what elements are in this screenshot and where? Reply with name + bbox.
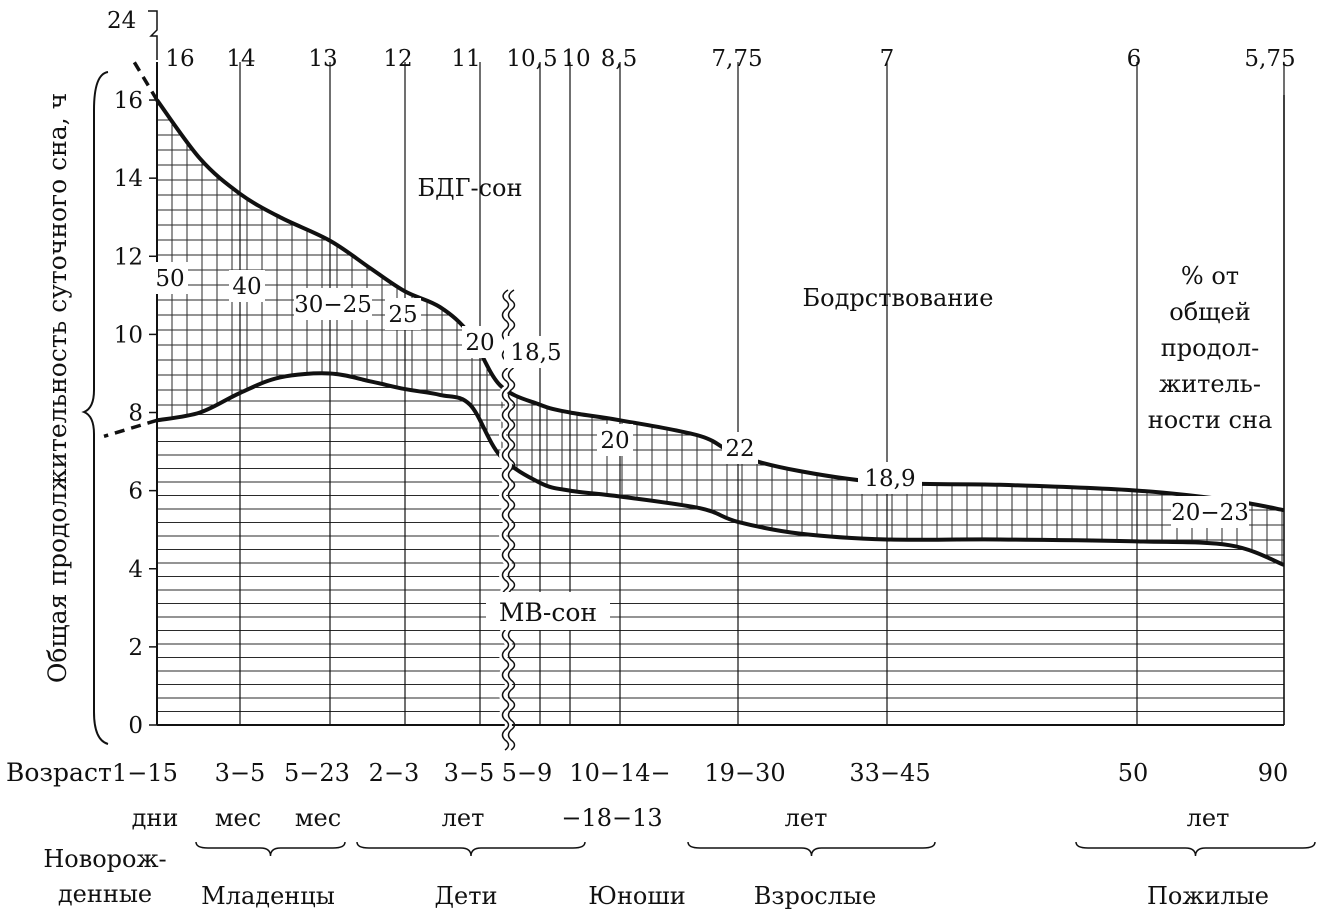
x-unit-label: лет [785,804,828,832]
x-category-label: 3−5 [215,759,266,787]
y-tick-label: 0 [128,713,143,739]
y-tick-label: 12 [114,244,143,270]
y-axis-brace [81,71,109,745]
rem-percent-label: 30−25 [294,292,372,318]
nrem-sleep-label: МВ-сон [499,598,597,627]
group-brace [1075,841,1316,857]
wakefulness-label: Бодрствование [803,284,994,312]
age-group-label: Новорож- [43,845,166,873]
top-hours-label: 11 [451,46,480,72]
nrem-sleep-extension [103,418,158,439]
x-unit-label: дни [132,804,179,832]
x-category-label: 10−14− [569,759,670,787]
rem-percent-label: 18,9 [864,466,915,492]
top-hours-label: 10 [561,46,590,72]
top-hours-label: 7,75 [711,46,762,72]
y-tick-label: 6 [128,479,143,505]
x-category-label: 5−23 [284,759,350,787]
x-unit-label: мес [295,804,341,832]
rem-sleep-label: БДГ-сон [417,174,522,202]
group-brace [687,841,936,857]
y-tick-label: 14 [114,166,143,192]
rem-sleep-area [157,100,1284,565]
hatched-areas [157,100,1284,725]
y-tick-label: 10 [114,322,143,348]
rem-percent-label: 40 [232,274,261,300]
rem-percent-label: 25 [388,302,417,328]
x-unit-label: лет [1187,804,1230,832]
y-axis-label: Общая продолжительность суточного сна, ч [43,93,72,683]
rem-percent-label: 22 [725,436,754,462]
group-brace [356,841,586,857]
x-row-label: Возраст [6,758,112,787]
x-unit-label: лет [442,804,485,832]
age-group-label: Взрослые [754,882,877,910]
top-hours-label: 16 [165,46,194,72]
age-group-label: денные [58,880,152,908]
percent-note-label: % от общей продол-житель-ности сна [1148,262,1273,434]
age-group-label: Младенцы [201,882,335,910]
x-category-label: 33−45 [849,759,930,787]
rem-percent-label: 50 [155,266,184,292]
y-tick-label: 4 [128,557,143,583]
rem-percent-label: 20 [465,330,494,356]
group-brace [195,841,346,857]
x-category-label: 90 [1258,759,1289,787]
x-category-label: 19−30 [704,759,785,787]
x-unit-label: −18−13 [561,804,662,832]
rem-percent-label: 20−23 [1171,500,1249,526]
x-category-label: 50 [1118,759,1149,787]
rem-percent-label: 20 [600,428,629,454]
x-category-label: 3−5 [444,759,495,787]
y-tick-label: 2 [128,635,143,661]
y-tick-label: 8 [128,401,143,427]
x-category-label: 5−9 [502,759,553,787]
top-hours-label: 7 [880,46,895,72]
age-group-label: Юноши [588,882,685,910]
y-tick-label: 16 [114,88,143,114]
top-hours-label: 12 [383,46,412,72]
top-hours-label: 8,5 [601,46,638,72]
age-group-label: Пожилые [1147,882,1269,910]
curves-and-axes [103,10,1316,857]
x-category-label: 1−15 [112,759,178,787]
top-hours-label: 13 [308,46,337,72]
y-top-bracket [148,10,158,60]
top-hours-label: 10,5 [506,46,557,72]
top-hours-label: 14 [226,46,255,72]
x-unit-label: мес [215,804,261,832]
top-hours-label: 5,75 [1244,46,1295,72]
y-top-tick-label: 24 [107,8,136,34]
top-hours-label: 6 [1127,46,1142,72]
age-group-label: Дети [435,882,498,910]
rem-percent-label: 18,5 [510,340,561,366]
total-sleep-curve [155,98,1285,513]
nrem-sleep-curve [156,371,1285,567]
x-category-label: 2−3 [369,759,420,787]
total-sleep-extension [131,59,159,101]
